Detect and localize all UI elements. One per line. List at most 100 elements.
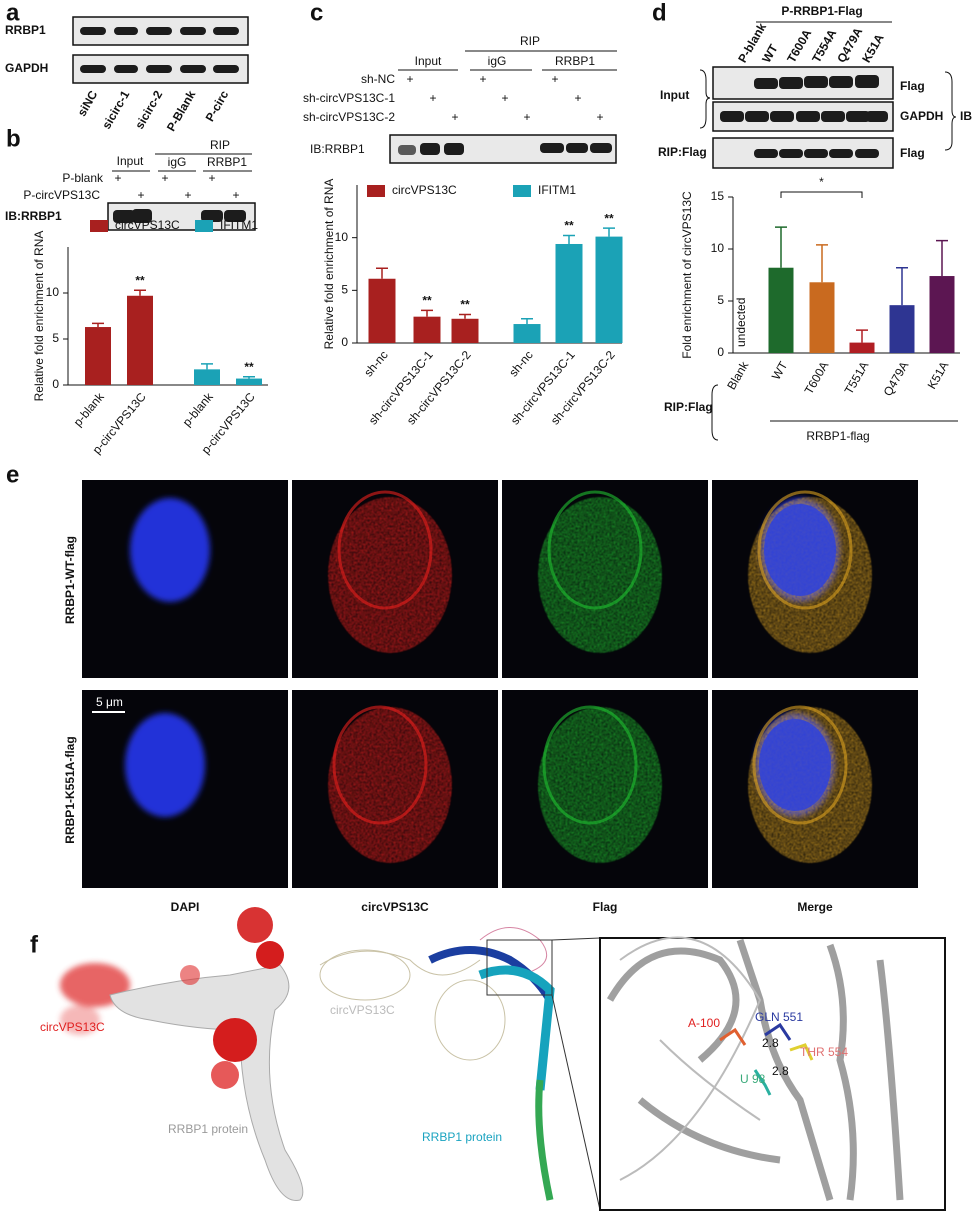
row-label: sh-circVPS13C-2	[303, 110, 395, 124]
cytoplasm-rim	[542, 705, 638, 825]
row-label: P-blank	[62, 171, 104, 185]
y-tick-label: 5	[717, 293, 724, 307]
ib-label: IB	[960, 109, 972, 123]
plus: +	[161, 171, 168, 185]
legend-label: IFITM1	[220, 218, 258, 232]
rip-label: RIP	[520, 34, 540, 48]
lane-label: sicirc-1	[99, 88, 132, 132]
structure-label: RRBP1 protein	[168, 1122, 248, 1136]
structure-middle: circVPS13C RRBP1 protein	[319, 927, 601, 1211]
plus: +	[406, 72, 413, 86]
nucleus-overlay	[759, 719, 831, 811]
y-tick-label: 10	[46, 285, 60, 299]
blot-c: RIP Input igG RRBP1 sh-NC sh-circVPS13C-…	[303, 34, 617, 164]
cytoplasm	[328, 707, 452, 863]
error-bar	[243, 375, 255, 379]
x-tick-label: p-blank	[180, 389, 217, 429]
column-label: circVPS13C	[361, 900, 429, 914]
bar	[889, 305, 915, 353]
x-tick-label: Blank	[724, 358, 752, 392]
y-tick-label: 5	[52, 331, 59, 345]
bar	[849, 342, 875, 353]
row-group-label: Input	[660, 88, 689, 102]
cytoplasm-rim	[547, 490, 643, 610]
panel-label: d	[652, 0, 667, 26]
error-bar	[459, 313, 471, 319]
residue-label: A-100	[688, 1016, 720, 1030]
x-tick-label: sh-nc	[361, 348, 391, 379]
lane-label: WT	[759, 41, 781, 65]
error-bar	[775, 226, 787, 268]
error-bar	[563, 234, 575, 244]
lane-label: K51A	[859, 31, 887, 65]
bar	[194, 369, 220, 385]
cytoplasm	[328, 497, 452, 653]
group-label: igG	[168, 155, 187, 169]
bar	[236, 378, 262, 385]
cytoplasm-rim	[752, 705, 848, 825]
plus: +	[208, 171, 215, 185]
y-tick-label: 10	[335, 230, 349, 244]
bar	[555, 243, 583, 343]
y-axis-label: Relative fold enrichment of RNA	[32, 231, 46, 402]
nucleus	[125, 713, 205, 817]
distance-label: 2.8	[762, 1036, 779, 1050]
plus: +	[574, 91, 581, 105]
lane-label: P-Blank	[164, 88, 199, 134]
error-bar	[936, 239, 948, 277]
rip-label: RIP	[210, 138, 230, 152]
group-label: Input	[117, 154, 144, 168]
lane-label: sicirc-2	[132, 88, 165, 132]
plus: +	[501, 91, 508, 105]
plus: +	[429, 91, 436, 105]
blot-header: P-RRBP1-Flag	[781, 4, 862, 18]
error-bar	[92, 322, 104, 328]
x-tick-label: T600A	[802, 359, 832, 397]
panel-label: f	[30, 931, 39, 958]
plus: +	[479, 72, 486, 86]
residue-label: U 98	[740, 1072, 766, 1086]
significance-mark: **	[460, 298, 470, 312]
significance-mark: **	[135, 273, 145, 287]
plus: +	[137, 188, 144, 202]
row-label: P-circVPS13C	[23, 188, 100, 202]
bar	[929, 276, 955, 353]
error-bar	[896, 266, 908, 306]
panel-label: e	[6, 461, 19, 488]
residue-label: GLN 551	[755, 1010, 803, 1024]
cytoplasm	[538, 707, 662, 863]
x-tick-label: p-blank	[71, 389, 108, 429]
plus: +	[184, 188, 191, 202]
y-tick-label: 5	[341, 283, 348, 297]
plus: +	[551, 72, 558, 86]
group-label: RRBP1	[555, 54, 595, 68]
x-tick-label: sh-nc	[506, 348, 536, 379]
residue-label: THR 554	[800, 1045, 848, 1059]
significance-label: *	[819, 175, 824, 189]
distance-label: 2.8	[772, 1064, 789, 1078]
significance-mark: **	[244, 360, 254, 374]
row-label: RRBP1-WT-flag	[63, 536, 77, 624]
column-label: DAPI	[171, 900, 200, 914]
x-tick-label: T551A	[842, 359, 872, 397]
ib-label: IB:RRBP1	[5, 209, 62, 223]
error-bar	[856, 329, 868, 343]
significance-bracket	[780, 191, 863, 198]
scale-label: 5 μm	[96, 695, 123, 709]
structure-zoom: A-100 GLN 551 THR 554 U 98 2.8 2.8	[599, 936, 946, 1211]
bar	[809, 282, 835, 353]
bar-annotation: undected	[734, 298, 748, 347]
y-tick-label: 15	[711, 189, 725, 203]
row-label: sh-NC	[361, 72, 395, 86]
panel-label: b	[6, 125, 21, 152]
x-tick-label: Q479A	[881, 359, 912, 398]
legend-swatch	[367, 185, 385, 197]
plus: +	[451, 110, 458, 124]
plus: +	[232, 188, 239, 202]
legend-label: circVPS13C	[392, 183, 457, 197]
row-label: sh-circVPS13C-1	[303, 91, 395, 105]
structure-label: circVPS13C	[330, 1003, 395, 1017]
bar	[768, 267, 794, 353]
column-label: Flag	[593, 900, 618, 914]
